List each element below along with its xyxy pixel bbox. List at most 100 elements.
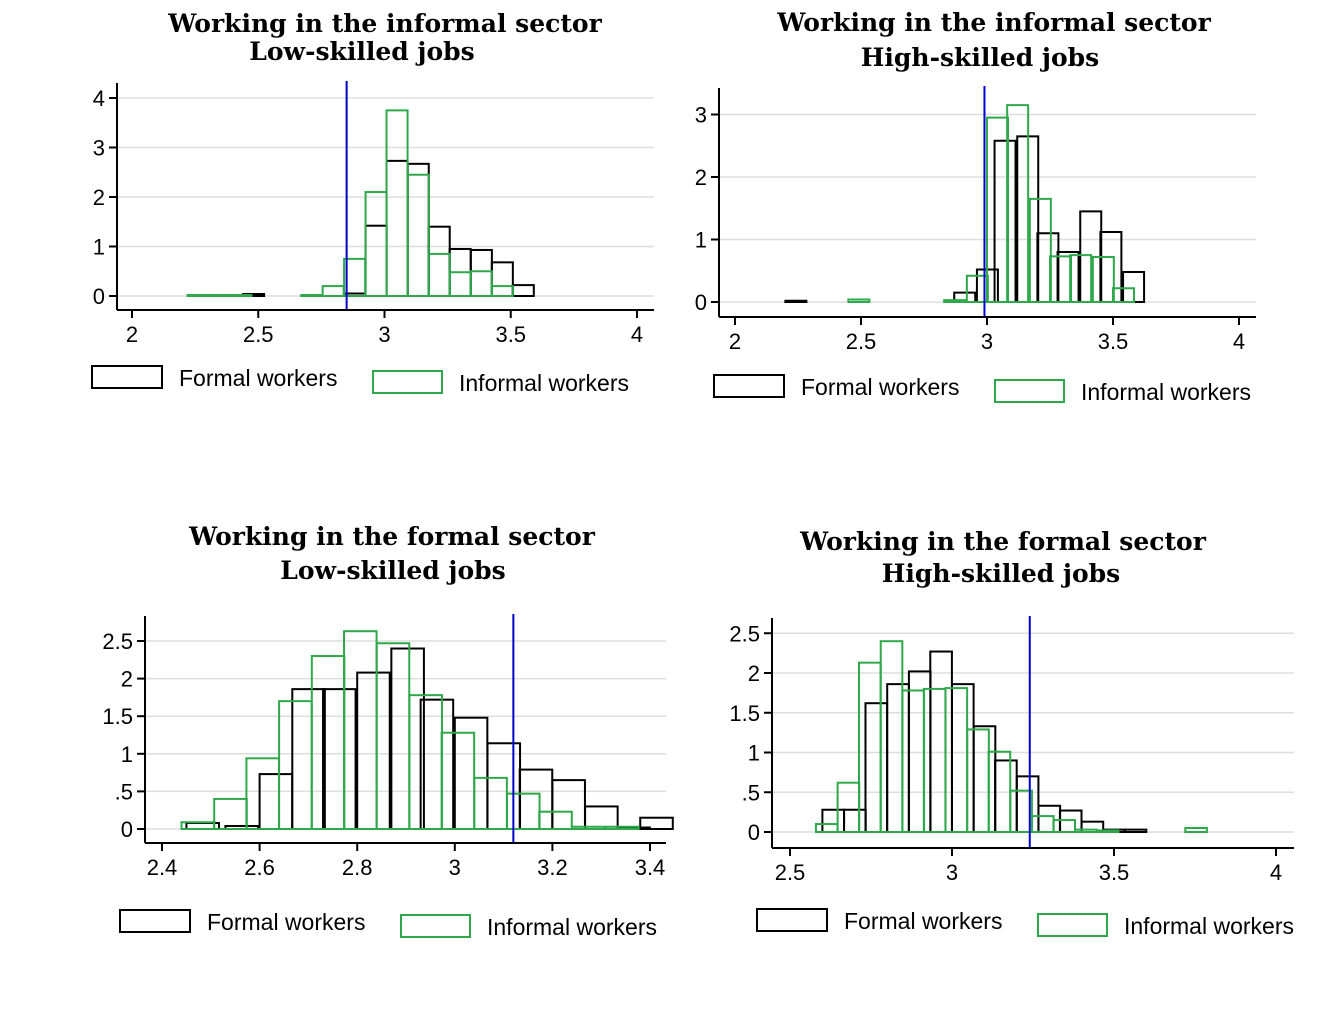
formal-bar (364, 224, 388, 298)
y-tick-label: 1.5 (729, 701, 760, 726)
formal-bar (584, 805, 619, 831)
informal-bar (814, 823, 839, 833)
informal-bar (321, 285, 345, 298)
informal-bar (1028, 197, 1052, 303)
informal-bar (836, 781, 861, 834)
informal-bar (440, 731, 476, 831)
x-tick-label: 2 (126, 322, 138, 347)
informal-bar (490, 285, 514, 298)
legend: Formal workers Informal workers (91, 365, 629, 396)
x-tick-labels: 2 2.5 3 3.5 4 (126, 322, 643, 347)
formal-bar (356, 671, 391, 830)
legend-label-informal: Informal workers (1081, 379, 1251, 405)
y-tick-label: 2 (121, 667, 133, 692)
x-tick-label: 4 (631, 322, 643, 347)
formal-bar (427, 225, 451, 297)
formal-bar (551, 779, 586, 830)
chart-formal-low-skilled: Working in the formal sector Low-skilled… (102, 522, 674, 940)
y-tick-label: 1.5 (102, 704, 133, 729)
x-tick-label: 3 (449, 855, 461, 880)
informal-bars (814, 640, 1208, 834)
chart-formal-high-skilled: Working in the formal sector High-skille… (729, 527, 1294, 939)
formal-bar (486, 742, 522, 830)
informal-bar (385, 109, 409, 297)
x-tick-labels: 2.4 2.6 2.8 3 3.2 3.4 (147, 855, 666, 880)
x-tick-label: 2.5 (775, 860, 806, 885)
informal-bar (1006, 104, 1030, 303)
x-tick-label: 3.5 (495, 322, 526, 347)
informal-bar (943, 299, 967, 303)
informal-bar (406, 173, 430, 298)
formal-bar (322, 688, 357, 830)
formal-bar (907, 670, 932, 833)
informal-bar (879, 640, 904, 834)
informal-bar (473, 776, 508, 831)
legend-label-informal: Informal workers (1124, 913, 1294, 939)
y-tick-label: 1 (121, 742, 133, 767)
informal-bar (1095, 829, 1120, 833)
informal-bar (922, 687, 947, 834)
gridlines (145, 640, 666, 830)
chart-title-line-1: Working in the informal sector (776, 8, 1211, 37)
formal-bar (821, 808, 846, 833)
y-tick-label: 2 (93, 185, 105, 210)
x-tick-label: 3.5 (1099, 860, 1130, 885)
chart-informal-low-skilled: Working in the informal sector Low-skill… (91, 9, 654, 396)
informal-bar (570, 825, 606, 831)
formal-bar (639, 816, 674, 830)
legend-swatch-formal (91, 365, 163, 389)
legend-label-informal: Informal workers (459, 370, 629, 396)
y-tick-label: 0 (695, 290, 707, 315)
y-tick-labels: 0 1 2 3 (695, 103, 707, 316)
informal-bar (208, 294, 232, 298)
x-tick-label: 2 (729, 329, 741, 354)
y-tick-label: 1 (93, 235, 105, 260)
formal-bars (242, 159, 535, 298)
legend-swatch-formal (119, 909, 191, 933)
formal-bar (951, 683, 975, 833)
informal-bar (229, 294, 253, 298)
informal-bar (343, 630, 378, 830)
informal-bar (1184, 827, 1208, 834)
y-tick-label: 1 (748, 741, 760, 766)
formal-bar (784, 299, 808, 303)
chart-title-line-2: Low-skilled jobs (249, 37, 474, 66)
formal-bar (291, 688, 326, 830)
informal-bar (506, 792, 541, 831)
legend-label-formal: Formal workers (801, 374, 959, 400)
y-tick-label: .5 (115, 779, 133, 804)
informal-bars (186, 109, 514, 298)
informal-bar (1091, 256, 1115, 303)
y-tick-label: 0 (121, 817, 133, 842)
informal-bar (1049, 255, 1072, 303)
chart-title-line-2: High-skilled jobs (882, 559, 1120, 588)
formal-bar (1015, 775, 1040, 833)
x-tick-label: 3 (981, 329, 993, 354)
x-tick-label: 2.4 (147, 855, 178, 880)
legend: Formal workers Informal workers (119, 909, 657, 940)
formal-bar (258, 773, 294, 831)
legend-swatch-informal (372, 370, 443, 394)
informal-bar (538, 810, 573, 830)
legend-label-formal: Formal workers (844, 908, 1002, 934)
y-tick-label: 3 (93, 136, 105, 161)
chart-informal-high-skilled: Working in the informal sector High-skil… (695, 8, 1256, 405)
formal-bar (886, 683, 910, 833)
informal-bar (300, 294, 324, 298)
informal-bar (427, 252, 451, 298)
formal-bar (453, 716, 489, 830)
legend-swatch-formal (713, 374, 785, 398)
formal-bar (1037, 804, 1062, 834)
formal-bar (1123, 828, 1148, 833)
informal-bar (469, 270, 493, 297)
informal-bar (944, 687, 969, 833)
formal-bar (406, 162, 430, 297)
axes (764, 618, 1294, 856)
axes (711, 88, 1256, 325)
informal-bar (408, 694, 443, 830)
legend: Formal workers Informal workers (713, 374, 1251, 405)
x-tick-labels: 2 2.5 3 3.5 4 (729, 329, 1245, 354)
y-tick-label: 4 (93, 86, 105, 111)
x-tick-label: 2.5 (846, 329, 877, 354)
